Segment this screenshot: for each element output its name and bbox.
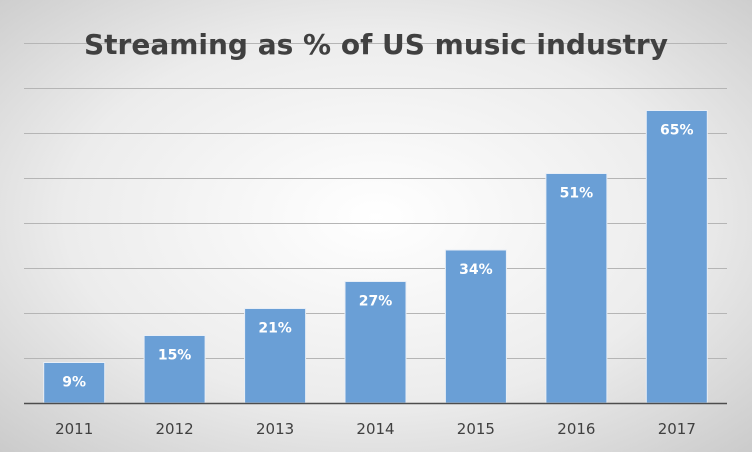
bar: [43, 362, 106, 404]
bar: [444, 249, 507, 404]
data-labels: 9% 15% 21% 27% 34% 51% 65%: [62, 123, 693, 391]
data-label: 51%: [560, 186, 594, 202]
data-label: 65%: [660, 123, 694, 139]
data-label: 9%: [62, 375, 86, 391]
data-label: 27%: [359, 294, 393, 310]
chart-title: Streaming as % of US music industry: [84, 28, 668, 61]
x-tick-label: 2012: [156, 420, 194, 438]
bar: [645, 110, 708, 404]
bar: [244, 308, 307, 404]
x-tick-label: 2014: [356, 420, 394, 438]
bars: [43, 110, 708, 404]
x-tick-label: 2011: [55, 420, 93, 438]
data-label: 15%: [158, 348, 192, 364]
x-tick-label: 2017: [658, 420, 696, 438]
data-label: 34%: [459, 262, 493, 278]
bar: [143, 335, 206, 404]
x-tick-label: 2015: [457, 420, 495, 438]
bar: [344, 281, 407, 404]
x-tick-label: 2013: [256, 420, 294, 438]
x-tick-label: 2016: [557, 420, 595, 438]
x-tick-labels: 2011 2012 2013 2014 2015 2016 2017: [55, 420, 696, 438]
data-label: 21%: [258, 321, 292, 337]
bar: [545, 173, 608, 404]
